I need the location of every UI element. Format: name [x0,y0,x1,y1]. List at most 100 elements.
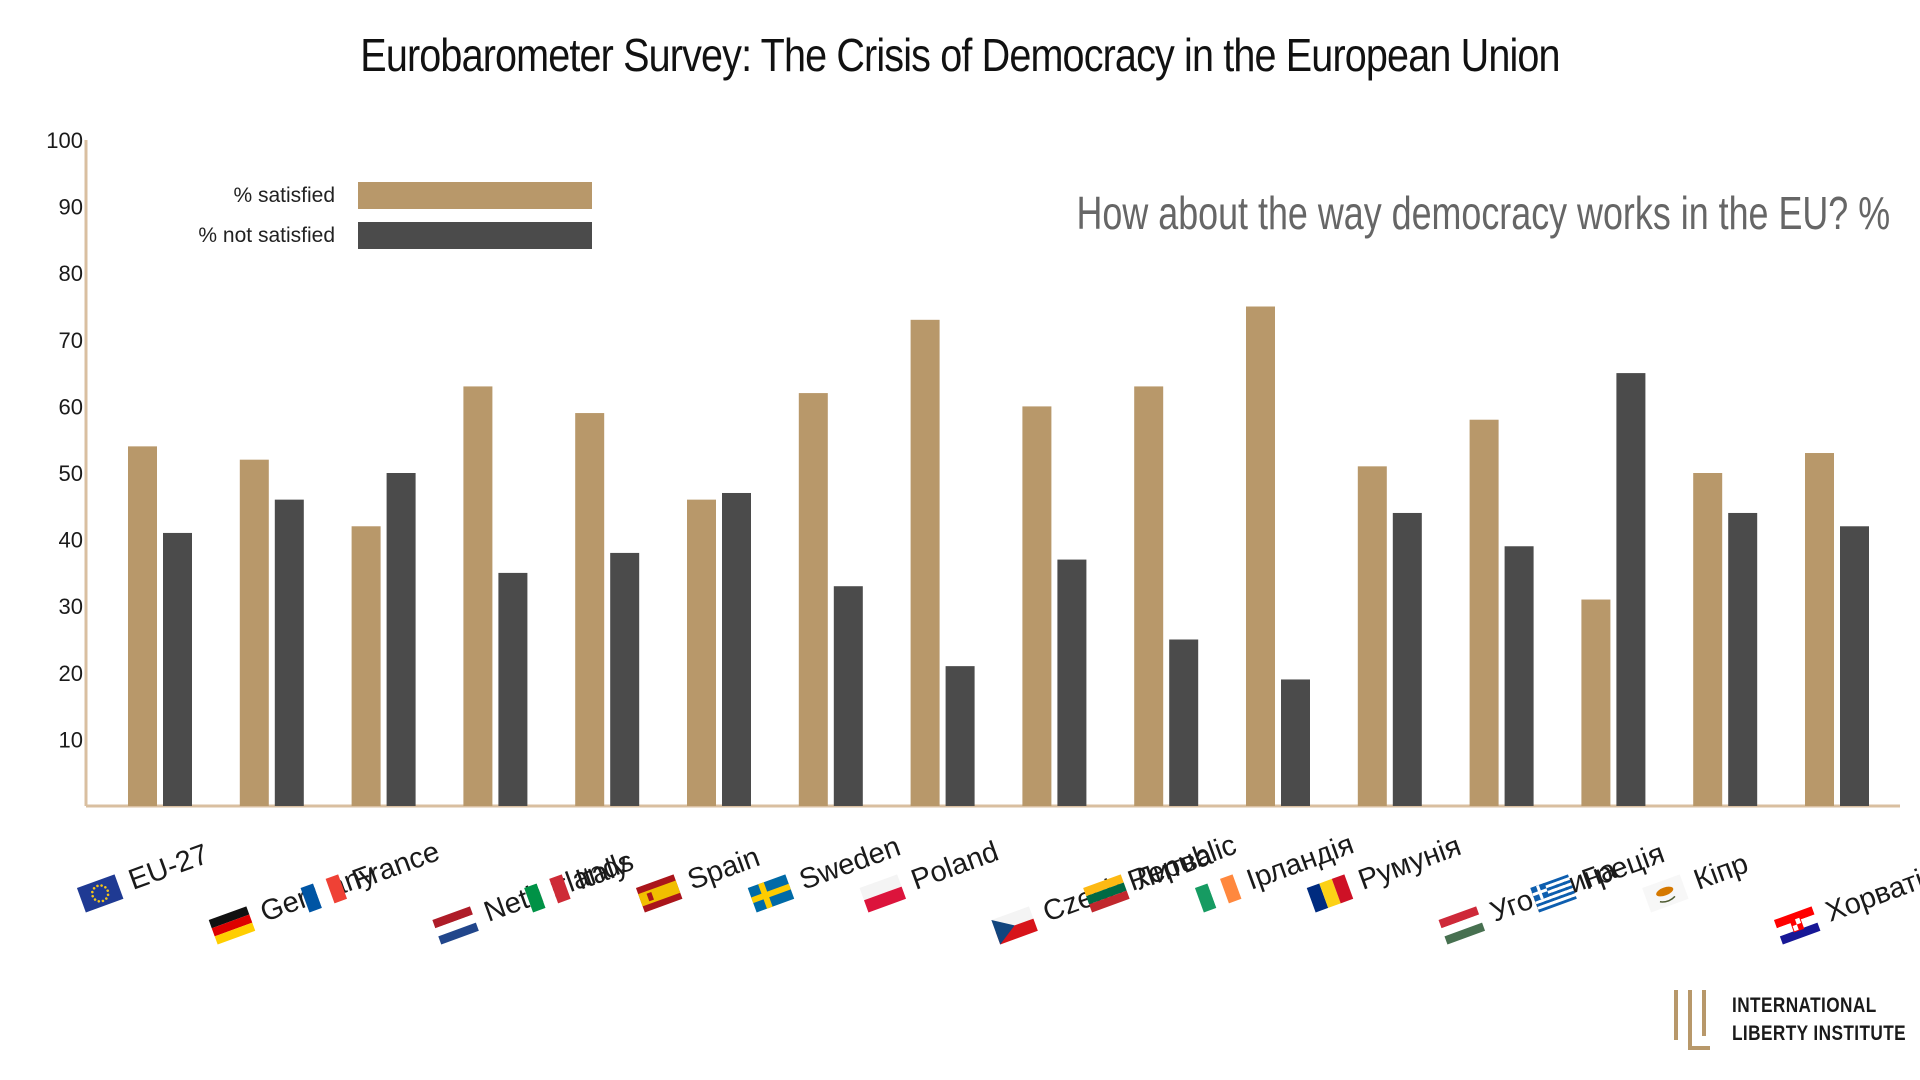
bar-not-satisfied [1504,546,1534,806]
flag-part [92,886,96,890]
bar-satisfied [1357,466,1387,806]
flag-part [100,884,103,887]
bar-not-satisfied [1057,559,1087,806]
bar-not-satisfied [274,499,304,806]
flag-part [751,883,791,904]
y-tick-label: 30 [59,594,83,619]
flag-part [1538,896,1577,913]
flag-part [1796,922,1804,931]
bar-not-satisfied [945,666,975,806]
flag-part [1438,906,1480,929]
flag-part [105,897,108,900]
flag-part [97,900,101,903]
poland-flag-icon [859,874,907,913]
greece-flag-icon [1530,874,1577,913]
flag-part [104,885,107,889]
spain-flag-icon [635,874,683,913]
flag-part [1444,922,1486,945]
y-tick-label: 20 [59,661,83,686]
ireland-flag-icon [1194,874,1242,913]
institute-logo: INTERNATIONAL LIBERTY INSTITUTE [1672,988,1906,1052]
category-label: Poland [907,836,1003,897]
flag-part [1659,895,1676,903]
bar-not-satisfied [386,473,416,806]
bar-not-satisfied [1728,512,1758,806]
bar-satisfied [1581,599,1611,806]
flag-part [106,893,110,897]
flag-part [1220,874,1242,904]
flag-part [1536,890,1575,908]
sweden-flag-icon [747,874,795,913]
france-flag-icon [300,874,348,913]
bar-satisfied [575,413,605,806]
logo-text-line1: INTERNATIONAL [1732,994,1877,1017]
y-tick-label: 70 [59,328,83,353]
flag-part [106,889,110,892]
bar-not-satisfied [1392,512,1422,806]
legend-swatch-satisfied [358,182,592,209]
category-label-group: Italy [524,848,633,913]
bar-satisfied [1469,419,1499,806]
flag-part [536,878,559,908]
y-tick-label: 50 [59,461,83,486]
category-label: Румунія [1354,830,1465,896]
germany-flag-icon [208,906,256,945]
bar-not-satisfied [1281,679,1310,806]
y-tick-label: 60 [59,394,83,419]
czech-flag-icon [991,906,1038,945]
y-tick-label: 10 [59,727,83,752]
legend-label-not-satisfied: % not satisfied [198,224,335,247]
flag-part [438,922,479,945]
bar-not-satisfied [1840,526,1869,806]
flag-part [646,892,654,902]
category-label-group: Хорватія [1773,858,1920,945]
flag-part [524,883,546,913]
flag-part [1535,887,1574,905]
bar-satisfied [463,386,493,806]
flag-part [549,874,571,904]
flag-part [995,918,1038,945]
bar-satisfied [687,499,716,806]
flag-part [101,899,105,903]
flag-part [1207,878,1229,908]
hungary-flag-icon [1438,906,1486,945]
flag-part [313,878,335,908]
flag-part [91,890,94,894]
bar-satisfied [910,319,940,806]
category-label: EU-27 [124,838,212,896]
category-label-group: Spain [635,841,764,913]
category-label: France [348,836,444,897]
flag-part [638,880,681,907]
legend-label-satisfied: % satisfied [233,184,335,207]
croatia-flag-icon [1773,906,1821,945]
flag-part [859,874,902,901]
flag-part [1083,874,1124,897]
category-label: Italy [572,848,633,896]
bar-satisfied [128,446,157,806]
bar-not-satisfied [163,532,192,806]
flag-part [1441,914,1483,937]
bar-not-satisfied [610,552,640,806]
bar-satisfied [351,526,381,806]
eu-flag-icon [76,874,124,913]
bar-satisfied [798,393,828,806]
flag-part [863,886,907,913]
bar-not-satisfied [498,572,528,806]
flag-part [1656,886,1674,897]
cyprus-flag-icon [1642,874,1689,913]
bar-satisfied [1134,386,1164,806]
category-label: Хорватія [1821,858,1920,928]
flag-part [1537,893,1576,910]
romania-flag-icon [1306,874,1354,913]
y-tick-label: 100 [46,128,83,153]
flag-part [435,914,476,937]
flag-part [93,898,97,901]
y-tick-label: 40 [59,528,83,553]
flag-part [1773,906,1815,929]
bar-satisfied [239,459,269,806]
chart-subtitle: How about the way democracy works in the… [1076,187,1890,239]
flag-part [208,906,250,929]
italy-flag-icon [524,874,571,913]
lithuania-flag-icon [1083,874,1130,913]
